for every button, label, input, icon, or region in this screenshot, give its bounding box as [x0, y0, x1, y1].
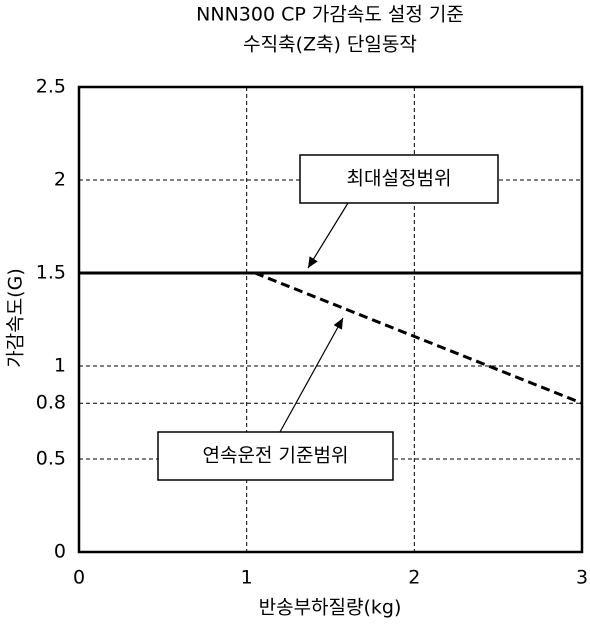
y-tick-label: 0 [54, 541, 66, 563]
annotation-box [299, 154, 499, 204]
series-line [254, 271, 583, 405]
chart-title: NNN300 CP 가감속도 설정 기준 [196, 4, 464, 26]
y-tick-label: 2.5 [36, 76, 66, 98]
annotation-arrow [307, 202, 349, 269]
y-tick-label: 1 [54, 355, 66, 377]
annotation-arrow [279, 317, 344, 433]
annotation-box [157, 431, 394, 481]
plot-frame [77, 85, 584, 554]
y-axis-label: 가감속도(G) [5, 268, 27, 367]
annotation-label: 최대설정범위 [347, 168, 452, 190]
x-axis-label: 반송부하질량(kg) [259, 597, 402, 619]
x-tick-label: 2 [408, 567, 420, 589]
chart-subtitle: 수직축(Z축) 단일동작 [243, 34, 417, 56]
annotation-label: 연속운전 기준범위 [203, 445, 349, 467]
y-tick-label: 0.8 [36, 392, 66, 414]
y-tick-label: 0.5 [36, 448, 66, 470]
x-tick-label: 1 [241, 567, 253, 589]
x-tick-label: 3 [576, 567, 588, 589]
x-tick-label: 0 [73, 567, 85, 589]
y-tick-label: 2 [54, 169, 66, 191]
y-tick-label: 1.5 [36, 262, 66, 284]
